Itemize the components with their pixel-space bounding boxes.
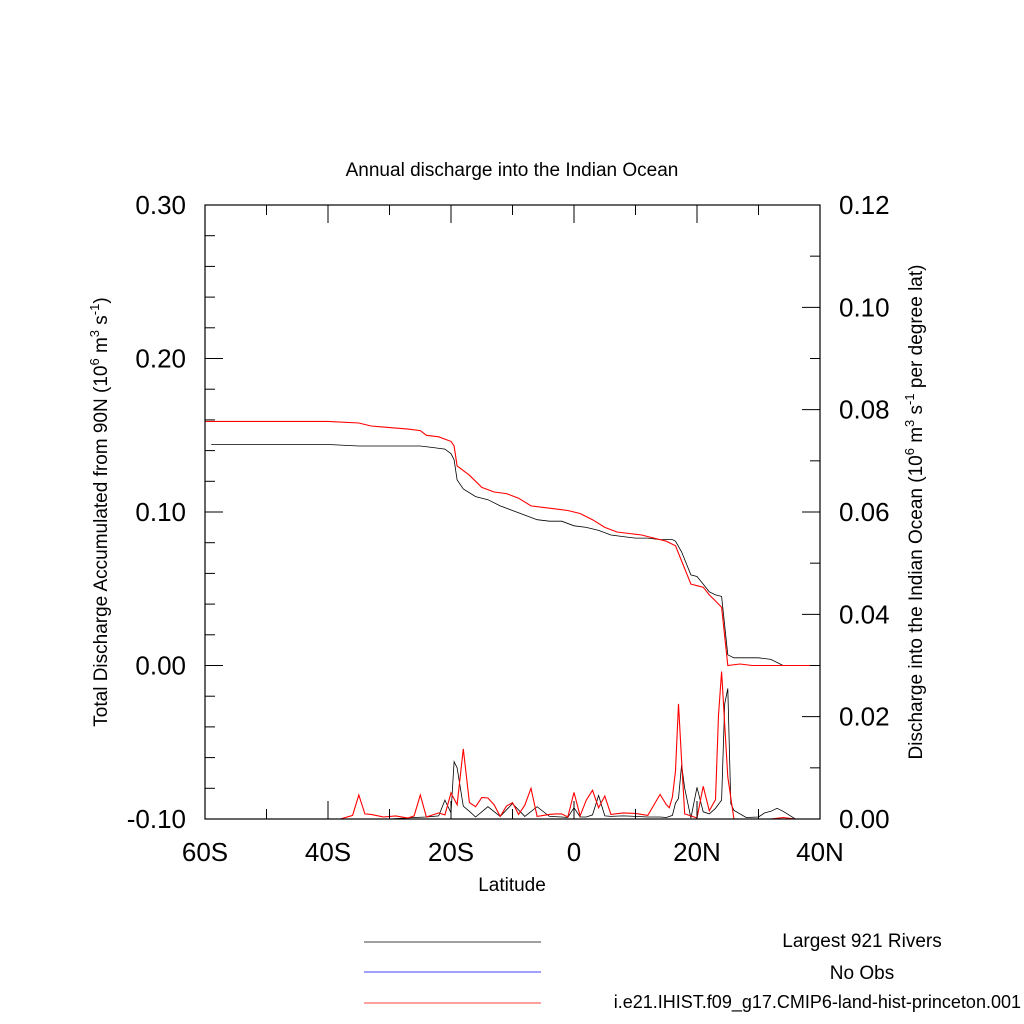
series-line-0 [211, 444, 820, 666]
right-axis-label-exp2: 3 [902, 420, 917, 427]
chart-title: Annual discharge into the Indian Ocean [346, 160, 679, 181]
y-right-tick-label: 0.08 [839, 395, 890, 425]
left-axis-ticks: 0.30 0.20 0.10 0.00 -0.10 [127, 190, 223, 834]
x-tick-label: 0 [567, 837, 581, 867]
y-left-tick-label: 0.30 [135, 190, 186, 220]
left-axis-label-main: Total Discharge Accumulated from 90N (10 [91, 366, 112, 727]
y-left-tick-label: 0.00 [135, 651, 186, 681]
y-right-tick-label: 0.06 [839, 497, 890, 527]
x-tick-label: 40S [305, 837, 351, 867]
left-axis-label-mid2: s [91, 315, 112, 330]
plot-lines [205, 420, 820, 820]
left-axis-label-exp3: -1 [87, 304, 102, 316]
y-right-tick-label: 0.00 [839, 804, 890, 834]
right-axis-label: Discharge into the Indian Ocean (106 m3 … [902, 265, 927, 760]
y-left-tick-label: -0.10 [127, 804, 186, 834]
legend-label-model: i.e21.IHIST.f09_g17.CMIP6-land-hist-prin… [614, 992, 1021, 1013]
x-tick-label: 60S [182, 837, 228, 867]
series-line-2 [205, 688, 820, 820]
x-tick-label: 20S [428, 837, 474, 867]
y-left-tick-label: 0.20 [135, 344, 186, 374]
right-axis-label-main: Discharge into the Indian Ocean (10 [906, 455, 927, 759]
right-axis-label-end: per degree lat) [906, 265, 927, 394]
left-axis-label-exp1: 6 [87, 358, 102, 365]
right-axis-label-exp3: -1 [902, 393, 917, 405]
y-right-tick-label: 0.10 [839, 292, 890, 322]
plot-frame [204, 204, 821, 820]
legend-label-noobs: No Obs [830, 963, 894, 984]
x-axis-ticks: 60S 40S 20S 0 20N 40N [182, 205, 844, 867]
x-tick-label: 20N [673, 837, 721, 867]
legend-item-rivers: Largest 921 Rivers [364, 931, 942, 952]
y-right-tick-label: 0.04 [839, 599, 890, 629]
legend: Largest 921 Rivers No Obs i.e21.IHIST.f0… [364, 931, 1021, 1013]
right-axis-label-mid1: m [906, 427, 927, 448]
y-right-tick-label: 0.12 [839, 190, 890, 220]
series-line-1 [205, 420, 820, 667]
right-axis-ticks: 0.12 0.10 0.08 0.06 0.04 0.02 0.00 [802, 190, 890, 834]
right-axis-label-mid2: s [906, 405, 927, 420]
legend-item-noobs: No Obs [364, 963, 894, 984]
y-right-tick-label: 0.02 [839, 702, 890, 732]
left-axis-label: Total Discharge Accumulated from 90N (10… [87, 297, 112, 726]
x-axis-label: Latitude [478, 875, 546, 896]
left-axis-label-mid1: m [91, 337, 112, 358]
x-tick-label: 40N [796, 837, 844, 867]
right-axis-label-exp1: 6 [902, 448, 917, 455]
legend-label-rivers: Largest 921 Rivers [782, 931, 941, 952]
left-axis-label-end: ) [91, 297, 112, 303]
series-line-3 [205, 671, 820, 820]
left-axis-label-exp2: 3 [87, 330, 102, 337]
legend-item-model: i.e21.IHIST.f09_g17.CMIP6-land-hist-prin… [364, 992, 1021, 1013]
y-left-tick-label: 0.10 [135, 497, 186, 527]
